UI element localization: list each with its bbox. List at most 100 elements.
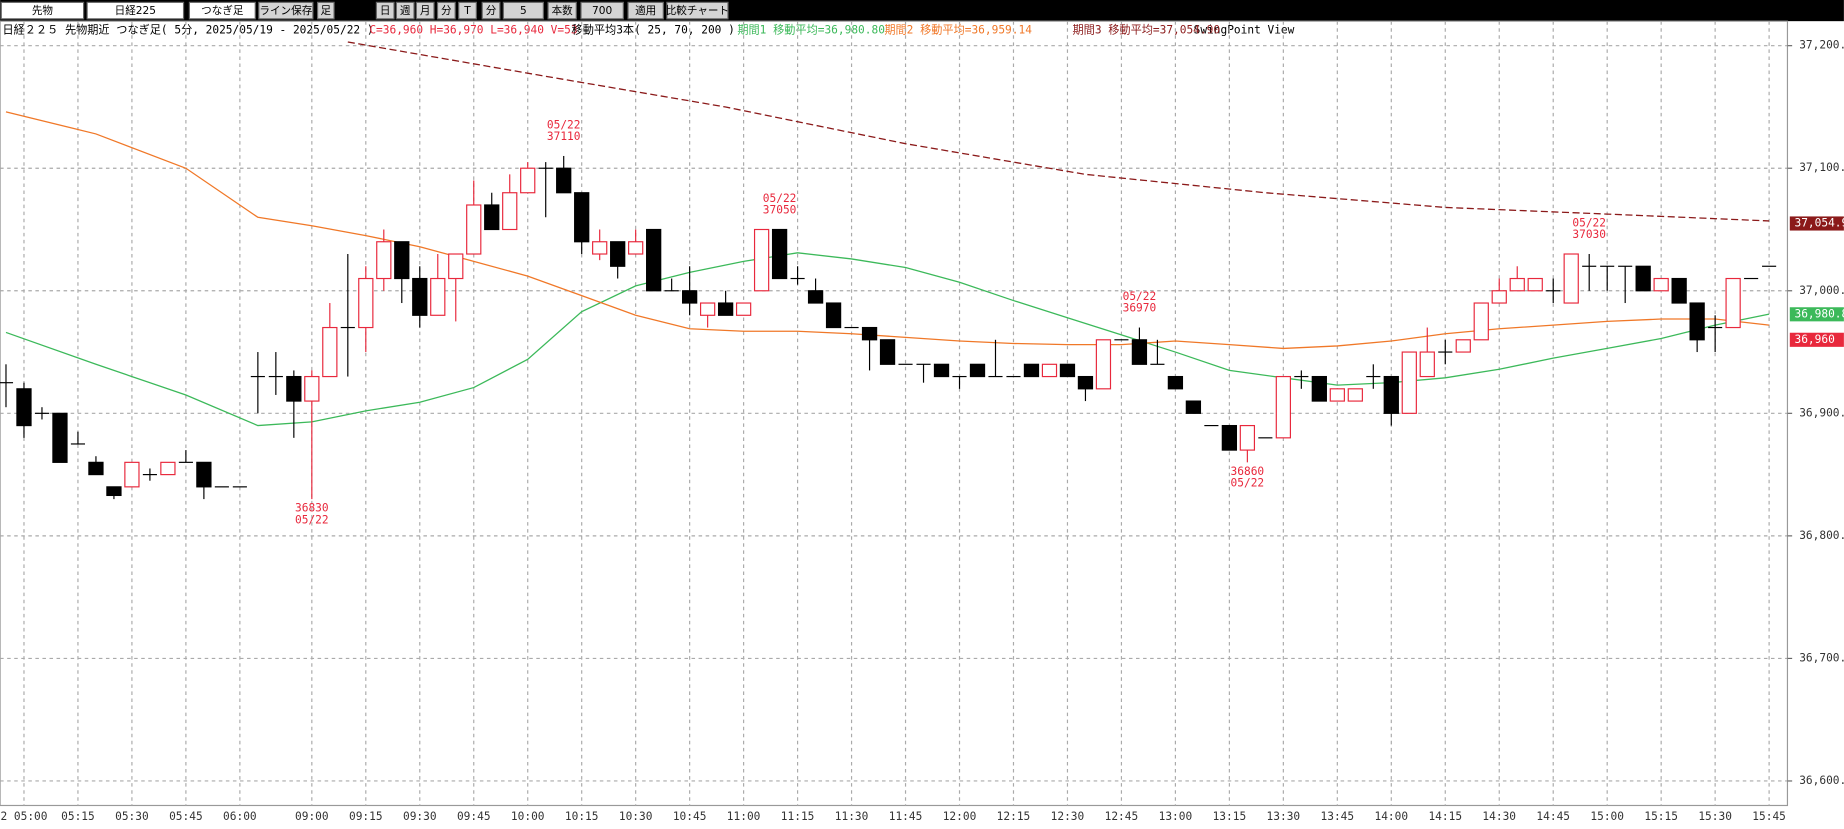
toolbar-control[interactable]: [502, 1, 544, 20]
x-tick-label: 14:45: [1536, 810, 1570, 823]
y-tick-label: 37,200.0: [1799, 39, 1844, 52]
x-tick-label: 05:30: [115, 810, 149, 823]
toolbar-label[interactable]: 日: [380, 5, 391, 17]
candle-body: [1023, 363, 1040, 378]
toolbar-label[interactable]: 分: [441, 5, 452, 17]
x-tick-label: 13:15: [1213, 810, 1247, 823]
x-tick-label: 10:15: [565, 810, 599, 823]
price-tag-label: 36,960: [1795, 333, 1835, 346]
x-tick-label: 05:15: [61, 810, 95, 823]
toolbar-control[interactable]: [375, 1, 395, 20]
toolbar-label[interactable]: 分: [486, 5, 497, 17]
toolbar-control[interactable]: [317, 1, 335, 20]
candle-body: [88, 461, 104, 476]
x-tick-label: 10:30: [619, 810, 653, 823]
candle-body: [628, 241, 644, 255]
toolbar-control[interactable]: [458, 1, 477, 20]
toolbar-label[interactable]: 日経225: [115, 4, 156, 17]
x-tick-label: 11:30: [835, 810, 869, 823]
toolbar-control[interactable]: [627, 1, 664, 20]
toolbar-label[interactable]: 5: [520, 5, 527, 17]
candle-body: [1311, 375, 1327, 402]
x-tick-label: 12:45: [1105, 810, 1139, 823]
moving-average: [5, 252, 1770, 427]
toolbar-control[interactable]: [415, 1, 435, 20]
toolbar-label[interactable]: ライン保存: [259, 4, 312, 17]
y-tick-label: 36,700.0: [1799, 651, 1844, 664]
swing-label: 05/22: [1123, 290, 1157, 303]
toolbar-control[interactable]: [580, 1, 624, 20]
toolbar-label[interactable]: 比較チャート: [666, 4, 729, 17]
candle-body: [1419, 351, 1435, 378]
moving-average: [5, 111, 1770, 350]
toolbar-control[interactable]: [395, 1, 415, 20]
toolbar-label[interactable]: 足: [321, 5, 332, 17]
candle-body: [807, 290, 824, 304]
x-tick-label: 10:45: [673, 810, 707, 823]
candle-body: [502, 192, 518, 231]
candle-body: [861, 326, 878, 341]
toolbar-control[interactable]: [481, 1, 501, 20]
toolbar-control: [547, 1, 577, 20]
toolbar-label[interactable]: 700: [592, 5, 612, 17]
toolbar-label[interactable]: 適用: [635, 4, 656, 17]
swing-label: 05/22: [295, 513, 329, 526]
x-tick-label: 09:45: [457, 810, 491, 823]
price-tag: [1789, 307, 1844, 322]
toolbar-label[interactable]: つなぎ足: [201, 4, 244, 17]
swing-label: 37050: [763, 204, 797, 217]
x-tick-label: 15:30: [1698, 810, 1732, 823]
candle-body: [1167, 375, 1184, 390]
price-tag: [1789, 332, 1844, 347]
toolbar-control[interactable]: [666, 1, 729, 20]
toolbar-label[interactable]: 先物: [32, 4, 54, 17]
swing-label: 05/22: [547, 118, 581, 131]
y-tick-label: 37,100.0: [1799, 161, 1844, 174]
candle-body: [1635, 265, 1651, 292]
candle-body: [1185, 400, 1202, 414]
candle-body: [304, 375, 320, 402]
legend-entry: 期間3 移動平均=37,054.90: [1073, 23, 1221, 37]
candle-body: [771, 228, 788, 280]
x-tick-label: 15:45: [1752, 810, 1786, 823]
view-label: SwingPoint View: [1194, 24, 1295, 37]
x-tick-label: 10:00: [511, 810, 545, 823]
toolbar-label[interactable]: 週: [400, 5, 411, 17]
swing-label: 36970: [1123, 302, 1157, 315]
candle-body: [1725, 277, 1741, 329]
x-tick-label: 13:00: [1159, 810, 1193, 823]
candle-body: [969, 363, 986, 378]
toolbar-label[interactable]: 月: [420, 5, 431, 17]
candle-body: [753, 228, 770, 292]
candle-body: [1077, 375, 1094, 390]
candle-body: [520, 167, 536, 194]
candle-body: [646, 228, 662, 292]
x-tick-label: 11:45: [889, 810, 923, 823]
candle-body: [124, 461, 140, 488]
candle-body: [466, 204, 482, 255]
swing-label: 05/22: [1572, 216, 1606, 229]
toolbar-label[interactable]: T: [463, 5, 471, 17]
swing-label: 37110: [547, 130, 581, 143]
candle-body: [1095, 339, 1112, 390]
candle-body: [1689, 302, 1705, 341]
candle-body: [1329, 388, 1345, 402]
toolbar-control[interactable]: [436, 1, 456, 20]
toolbar-control[interactable]: [86, 1, 185, 20]
x-tick-label: 12:15: [997, 810, 1031, 823]
legend-entry: 期間1 移動平均=36,980.80: [737, 23, 885, 37]
candle-body: [1221, 424, 1238, 451]
y-tick-label: 36,800.0: [1799, 529, 1844, 542]
toolbar-control[interactable]: [258, 1, 314, 20]
candle-body: [322, 326, 338, 378]
toolbar-control[interactable]: [188, 1, 256, 20]
candle-body: [16, 388, 32, 427]
price-tag-label: 36,980.8: [1795, 307, 1844, 320]
candle-body: [825, 302, 842, 329]
y-tick-label: 37,000.0: [1799, 284, 1844, 297]
toolbar-control[interactable]: [0, 1, 85, 20]
candle-body: [682, 290, 698, 304]
candle-body: [1401, 351, 1417, 414]
